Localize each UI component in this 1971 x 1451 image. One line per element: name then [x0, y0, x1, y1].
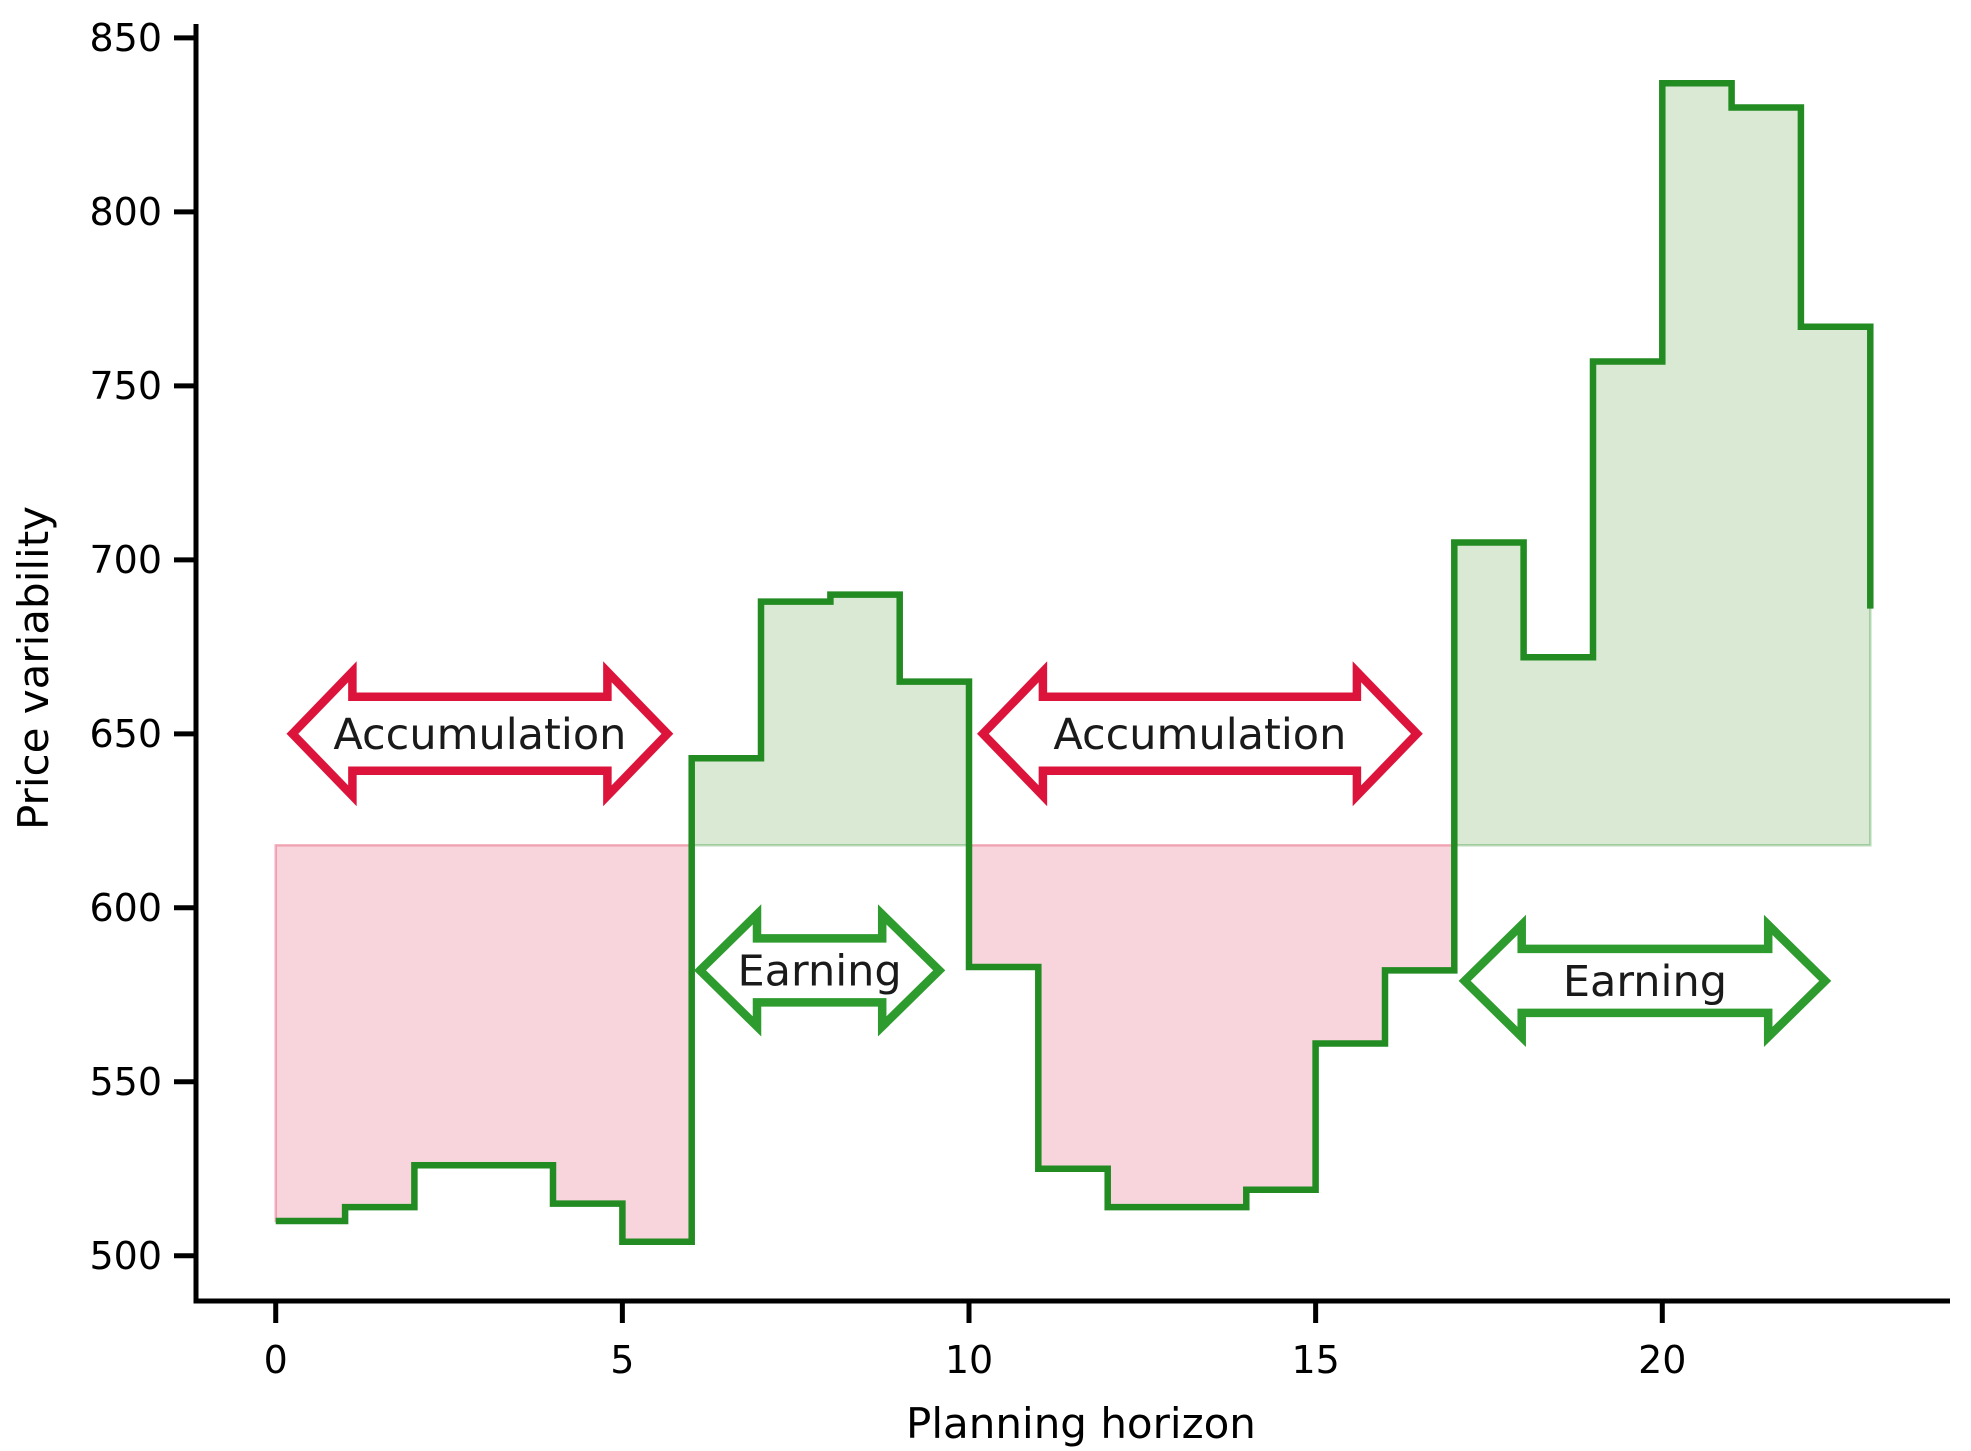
earning-arrow-label: Earning — [738, 946, 902, 996]
accumulation-arrow: Accumulation — [286, 661, 674, 807]
earning-arrow-label: Earning — [1563, 957, 1727, 1007]
y-tick-label: 600 — [89, 886, 162, 930]
threshold-fill-regions — [274, 81, 1872, 1244]
double-headed-arrow-shape — [693, 904, 946, 1037]
double-headed-arrow-shape — [976, 661, 1423, 807]
y-tick-label: 700 — [89, 538, 162, 582]
earning-arrow: Earning — [693, 904, 946, 1037]
x-tick-label: 10 — [945, 1338, 993, 1382]
accumulation-arrow: Accumulation — [976, 661, 1423, 807]
fill-region-below-threshold — [274, 843, 693, 1244]
y-axis-label: Price variability — [9, 506, 58, 830]
y-tick-label: 800 — [89, 190, 162, 234]
fill-region-above-threshold — [690, 593, 971, 847]
fill-region-below-threshold — [967, 843, 1456, 1209]
accumulation-arrow-label: Accumulation — [333, 710, 626, 760]
y-tick-label: 750 — [89, 364, 162, 408]
y-tick-label: 650 — [89, 712, 162, 756]
x-axis-label: Planning horizon — [906, 1399, 1256, 1448]
y-tick-label: 500 — [89, 1234, 162, 1278]
earning-arrow: Earning — [1458, 914, 1832, 1048]
x-tick-label: 15 — [1291, 1338, 1339, 1382]
y-tick-label: 850 — [89, 16, 162, 60]
x-tick-label: 5 — [610, 1338, 634, 1382]
axes: 500 550 600 650 700 750 800 850 0 5 10 15 20 — [89, 16, 1950, 1382]
x-tick-label: 20 — [1638, 1338, 1686, 1382]
phase-arrows: Accumulation Earning Accumulation Earning — [286, 661, 1832, 1048]
price-step-line — [275, 79, 1874, 1246]
x-tick-label: 0 — [264, 1338, 288, 1382]
y-tick-label: 550 — [89, 1060, 162, 1104]
double-headed-arrow-shape — [1458, 914, 1832, 1048]
double-headed-arrow-shape — [286, 661, 674, 807]
step-line-group — [275, 79, 1874, 1246]
accumulation-arrow-label: Accumulation — [1053, 710, 1346, 760]
